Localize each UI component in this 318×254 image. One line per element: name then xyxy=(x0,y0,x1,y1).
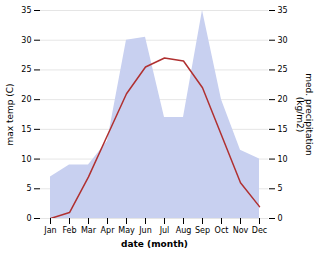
svg-text:May: May xyxy=(118,226,135,235)
svg-text:date (month): date (month) xyxy=(121,239,188,249)
svg-text:35: 35 xyxy=(278,6,288,15)
svg-text:med. precipitation(kg/m2): med. precipitation(kg/m2) xyxy=(295,73,314,155)
svg-text:Feb: Feb xyxy=(62,226,76,235)
svg-text:15: 15 xyxy=(21,125,31,134)
svg-text:Jul: Jul xyxy=(159,226,170,235)
svg-text:20: 20 xyxy=(21,95,31,104)
svg-text:Jun: Jun xyxy=(138,226,152,235)
svg-text:Jan: Jan xyxy=(43,226,56,235)
svg-text:5: 5 xyxy=(26,184,31,193)
svg-text:20: 20 xyxy=(278,95,288,104)
svg-text:35: 35 xyxy=(21,6,31,15)
svg-text:Mar: Mar xyxy=(81,226,97,235)
svg-text:Apr: Apr xyxy=(101,226,116,235)
svg-text:Dec: Dec xyxy=(252,226,267,235)
svg-text:15: 15 xyxy=(278,125,288,134)
svg-text:30: 30 xyxy=(21,36,31,45)
svg-text:Aug: Aug xyxy=(176,226,192,235)
svg-text:5: 5 xyxy=(278,184,283,193)
svg-text:10: 10 xyxy=(21,155,31,164)
svg-text:Nov: Nov xyxy=(233,226,249,235)
svg-text:25: 25 xyxy=(278,65,288,74)
svg-text:0: 0 xyxy=(26,214,31,223)
svg-text:30: 30 xyxy=(278,36,288,45)
svg-text:25: 25 xyxy=(21,65,31,74)
svg-text:Sep: Sep xyxy=(195,226,210,235)
svg-text:max temp (C): max temp (C) xyxy=(5,83,15,145)
svg-text:10: 10 xyxy=(278,155,288,164)
svg-text:0: 0 xyxy=(278,214,283,223)
svg-text:Oct: Oct xyxy=(215,226,229,235)
